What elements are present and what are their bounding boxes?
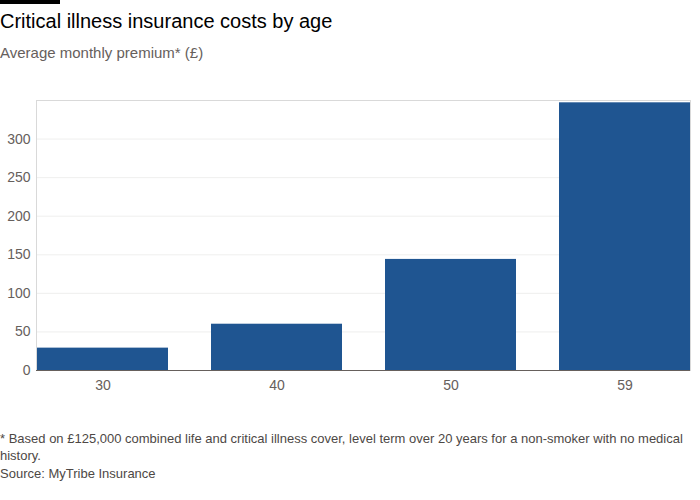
svg-text:200: 200	[7, 208, 31, 224]
svg-text:300: 300	[7, 131, 31, 147]
svg-text:50: 50	[443, 377, 459, 393]
svg-text:30: 30	[95, 377, 111, 393]
html-text:Critical illness insurance cos: Critical illness insurance costs by age	[0, 10, 333, 32]
svg-text:150: 150	[7, 246, 31, 262]
html-text:Source: MyTribe Insurance: Source: MyTribe Insurance	[0, 466, 156, 481]
svg-text:0: 0	[23, 362, 31, 378]
html-text:Average monthly premium* (£): Average monthly premium* (£)	[0, 44, 204, 61]
svg-text:250: 250	[7, 169, 31, 185]
svg-text:100: 100	[7, 285, 31, 301]
svg-text:40: 40	[269, 377, 285, 393]
html-text:* Based on £125,000 combined l: * Based on £125,000 combined life and cr…	[0, 431, 683, 463]
svg-text:59: 59	[617, 377, 633, 393]
svg-text:50: 50	[15, 323, 31, 339]
